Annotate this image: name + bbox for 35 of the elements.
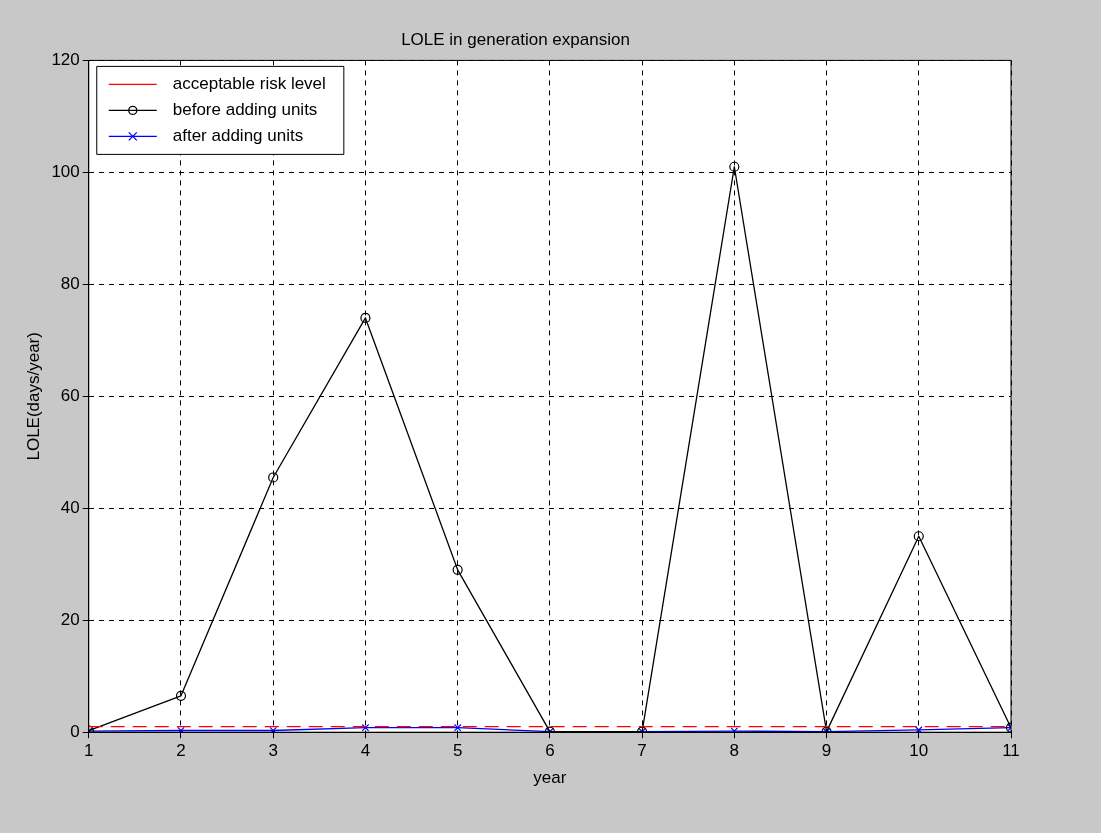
x-tick-label: 7 <box>637 741 647 761</box>
x-tick-label: 11 <box>1002 741 1020 761</box>
x-tick-label: 6 <box>545 741 555 761</box>
legend-label: acceptable risk level <box>172 74 326 94</box>
y-tick-label: 0 <box>70 721 80 741</box>
point <box>729 161 740 172</box>
x-tick-label: 10 <box>909 741 929 761</box>
point <box>268 472 279 483</box>
y-axis-title: LOLE(days/year) <box>23 332 43 461</box>
x-tick-label: 5 <box>452 741 463 761</box>
y-tick-label: 20 <box>60 609 80 629</box>
y-tick-label: 60 <box>60 385 80 405</box>
x-axis-title: year <box>533 768 567 788</box>
y-tick-label: 40 <box>60 497 80 517</box>
x-tick-label: 3 <box>268 741 278 761</box>
point <box>269 726 277 733</box>
x-tick-label: 4 <box>360 741 371 761</box>
x-tick-label: 8 <box>729 741 740 761</box>
chart-title: LOLE in generation expansion <box>401 29 630 49</box>
point <box>177 726 185 733</box>
point <box>453 723 462 732</box>
point <box>175 690 187 701</box>
x-tick-label: 1 <box>84 741 94 761</box>
point <box>452 564 463 575</box>
point <box>913 531 924 542</box>
y-tick-label: 120 <box>51 50 80 70</box>
point <box>360 312 371 324</box>
y-tick-label: 80 <box>60 274 80 294</box>
point <box>914 726 923 733</box>
y-tick-label: 100 <box>51 162 80 182</box>
point <box>361 723 370 732</box>
legend-label: after adding units <box>172 126 304 146</box>
x-tick-label: 9 <box>821 741 832 761</box>
legend-label: before adding units <box>172 100 318 120</box>
x-tick-label: 2 <box>176 741 186 761</box>
